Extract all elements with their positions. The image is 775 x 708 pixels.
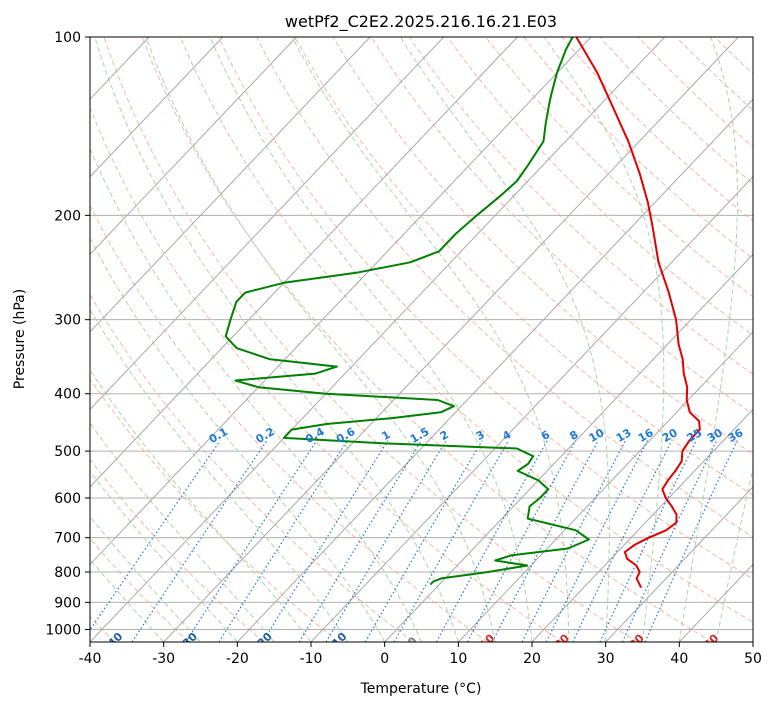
- y-tick-label: 100: [54, 30, 81, 46]
- x-tick-label: 0: [380, 651, 389, 667]
- dry-adiabat-line: [90, 204, 488, 642]
- moist-adiabat-line: [90, 422, 275, 642]
- mixing-ratio-line: [364, 440, 483, 642]
- moist-adiabat-line: [291, 37, 570, 642]
- moist-adiabat-line: [678, 37, 738, 642]
- mixing-ratio-line: [185, 440, 318, 642]
- isotherm-line: [163, 37, 739, 642]
- dry-adiabat-label: 10: [477, 631, 497, 651]
- x-tick-label: -30: [152, 651, 175, 667]
- x-tick-label: 20: [523, 651, 541, 667]
- mixing-ratio-line: [325, 440, 447, 642]
- dry-adiabat-line: [141, 37, 712, 642]
- y-tick-label: 300: [54, 313, 81, 329]
- isotherm-line: [90, 37, 371, 333]
- moist-adiabat-line: [90, 470, 238, 642]
- isotherm-line: [605, 486, 753, 642]
- mixing-ratio-line: [644, 440, 738, 642]
- dry-adiabat-line: [90, 458, 264, 642]
- isotherm-line: [90, 37, 445, 411]
- mixing-ratio-line: [435, 440, 548, 642]
- dry-adiabat-label: 20: [552, 631, 572, 651]
- isotherms: [90, 37, 753, 642]
- mixing-ratio-line: [393, 440, 510, 642]
- mixing-ratio-line: [298, 440, 422, 642]
- isotherm-line: [310, 176, 753, 642]
- isotherm-line: [531, 408, 753, 642]
- x-tick-label: 40: [670, 651, 688, 667]
- moist-adiabat-line: [399, 37, 610, 642]
- x-tick-label: -10: [300, 651, 323, 667]
- x-tick-label: 10: [449, 651, 467, 667]
- isotherm-line: [236, 98, 753, 642]
- plot-frame: [89, 36, 754, 643]
- moist-adiabat-line: [209, 37, 533, 642]
- moist-adiabat-line: [90, 515, 201, 642]
- chart-title: wetPf2_C2E2.2025.216.16.21.E03: [285, 12, 557, 32]
- y-axis: 100 200 300 400 500 600 700 800 900 1000: [45, 30, 90, 638]
- moist-adiabat-line: [90, 237, 386, 642]
- isotherm-line: [90, 37, 518, 488]
- y-tick-label: 400: [54, 387, 81, 403]
- dry-adiabat-label: 40: [701, 631, 721, 651]
- isotherm-line: [90, 37, 297, 256]
- mixing-ratio-line: [262, 440, 389, 642]
- dry-adiabat-line: [179, 37, 753, 623]
- dry-adiabat-line: [90, 106, 563, 642]
- y-axis-label: Pressure (hPa): [12, 289, 28, 389]
- dry-adiabat-label: 30: [627, 631, 647, 651]
- isotherm-line: [90, 37, 224, 178]
- y-tick-label: 900: [54, 595, 81, 611]
- mixing-ratio-line: [131, 440, 268, 642]
- isotherm-line: [384, 253, 753, 642]
- dry-adiabat-line: [408, 37, 753, 375]
- x-axis: -40 -30 -20 -10 0 10 20 30 40 50: [79, 642, 762, 667]
- y-tick-label: 200: [54, 208, 81, 224]
- moist-adiabats: [90, 37, 753, 642]
- moist-adiabat-line: [90, 308, 349, 642]
- x-tick-label: 50: [744, 651, 762, 667]
- isotherm-line: [457, 331, 753, 642]
- dry-adiabat-line: [103, 37, 638, 642]
- dewpoint-line: [224, 37, 590, 586]
- isotherm-line: [90, 37, 592, 566]
- dry-adiabat-line: [90, 537, 190, 642]
- x-axis-label: Temperature (°C): [360, 681, 482, 697]
- y-tick-label: 600: [54, 491, 81, 507]
- dry-adiabat-line: [370, 37, 753, 415]
- moist-adiabat-line: [90, 369, 312, 642]
- plot-area: -100-90-80-70-60-50-40-30-20-10010203040…: [90, 37, 753, 651]
- x-tick-label: -20: [226, 651, 249, 667]
- sounding-series: [224, 37, 701, 589]
- x-tick-label: -40: [79, 651, 102, 667]
- moist-adiabat-line: [90, 558, 165, 642]
- moist-adiabat-line: [94, 37, 459, 642]
- isotherm-line: [90, 37, 666, 642]
- y-tick-label: 700: [54, 531, 81, 547]
- y-tick-label: 800: [54, 565, 81, 581]
- x-tick-label: 30: [597, 651, 615, 667]
- mixing-ratio-line: [572, 440, 673, 642]
- moist-adiabat-line: [543, 37, 665, 642]
- mixing-ratio-line: [621, 440, 718, 642]
- dry-adiabat-line: [294, 37, 753, 496]
- mixing-ratio-lines: [90, 440, 738, 642]
- mixing-ratio-line: [466, 440, 577, 642]
- mixing-ratio-line: [545, 440, 649, 642]
- moist-adiabat-line: [715, 466, 753, 642]
- dry-adiabat-line: [217, 37, 753, 580]
- y-tick-label: 500: [54, 444, 81, 460]
- y-tick-label: 1000: [45, 622, 81, 638]
- dry-adiabat-line: [485, 37, 753, 298]
- mixing-ratio-line: [218, 440, 348, 642]
- moist-adiabat-line: [145, 37, 496, 642]
- dry-adiabat-label: 0: [405, 634, 420, 649]
- temperature-line: [575, 37, 701, 589]
